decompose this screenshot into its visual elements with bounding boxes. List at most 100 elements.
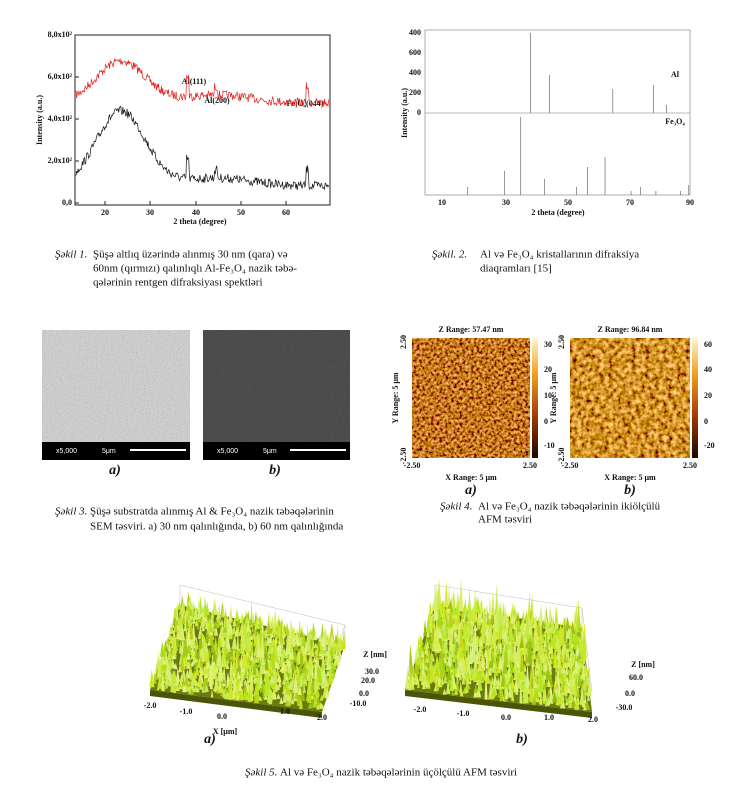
spike: [204, 685, 209, 692]
spike: [194, 642, 198, 650]
spike: [286, 634, 290, 643]
spike: [491, 682, 496, 692]
spike: [274, 648, 279, 662]
spike: [278, 677, 281, 688]
spike: [429, 631, 432, 644]
spike: [542, 683, 547, 691]
spike: [199, 653, 203, 668]
spike: [546, 687, 550, 699]
spike: [317, 666, 323, 683]
spike: [269, 671, 275, 678]
spike: [516, 660, 520, 667]
spike: [582, 677, 587, 690]
spike: [273, 608, 278, 632]
spike: [292, 672, 299, 693]
spike: [428, 651, 434, 660]
spike: [179, 621, 183, 637]
spike: [186, 651, 191, 660]
spike: [508, 653, 514, 673]
spike: [493, 678, 499, 685]
spike: [534, 682, 539, 698]
spike: [327, 657, 332, 665]
spike: [433, 661, 437, 671]
spike: [194, 656, 198, 670]
spike: [276, 693, 281, 699]
text: Al: [671, 70, 680, 79]
spike: [269, 674, 275, 684]
spike: [525, 663, 530, 688]
spike: [232, 670, 236, 677]
spike: [553, 638, 558, 668]
spike: [472, 633, 477, 663]
spike: [242, 654, 247, 667]
xrd-curve: [75, 105, 330, 191]
spike: [500, 624, 505, 635]
spike: [276, 623, 281, 637]
spike: [330, 632, 335, 645]
spike: [439, 678, 443, 687]
spike: [579, 632, 584, 651]
text: b): [624, 483, 636, 498]
text: Intensity (a.u.): [400, 88, 409, 138]
spike: [418, 634, 424, 645]
spike: [458, 645, 464, 659]
spike: [490, 616, 493, 650]
text: 8,0x10²: [48, 30, 73, 39]
spike: [559, 656, 562, 674]
spike: [183, 675, 189, 686]
spike: [426, 612, 431, 625]
spike: [220, 618, 224, 626]
spike: [240, 638, 246, 647]
text: Y Range: 5 μm: [391, 372, 400, 423]
spike: [498, 682, 501, 690]
spike: [319, 694, 324, 701]
spike: [157, 655, 162, 678]
text: -2.50: [404, 461, 421, 470]
text: a): [109, 463, 121, 478]
spike: [203, 672, 209, 679]
spike: [188, 612, 193, 627]
spike: [450, 660, 455, 670]
text: -1.0: [457, 709, 470, 718]
spike: [533, 681, 538, 689]
surface-side: [150, 690, 322, 718]
spike: [254, 636, 258, 656]
spike: [459, 631, 465, 648]
spike: [339, 632, 343, 651]
spike: [164, 645, 169, 652]
spike: [415, 667, 420, 675]
spike: [302, 687, 306, 693]
spike: [338, 646, 342, 659]
spike: [550, 647, 554, 659]
spike: [288, 620, 293, 645]
spike: [256, 616, 260, 625]
spike: [565, 698, 569, 706]
spike: [321, 633, 326, 647]
spike: [451, 688, 455, 696]
spike: [210, 641, 216, 653]
spike: [504, 642, 509, 666]
spike: [490, 606, 495, 625]
spike: [436, 626, 440, 633]
spike: [534, 673, 539, 683]
spike: [205, 622, 209, 630]
spike: [246, 656, 251, 663]
spike: [574, 696, 580, 710]
spike: [302, 631, 307, 644]
spike: [274, 678, 278, 692]
spike: [235, 686, 241, 699]
spike: [234, 629, 239, 636]
spike: [307, 650, 312, 656]
spike: [236, 670, 240, 679]
afm-image-a: [412, 338, 530, 458]
spike: [226, 626, 230, 633]
spike: [470, 621, 474, 635]
spike: [331, 668, 336, 674]
spike: [554, 620, 558, 630]
text: 30: [502, 198, 510, 207]
spike: [188, 666, 192, 679]
spike: [310, 648, 315, 657]
spike: [497, 636, 502, 644]
spike: [226, 644, 230, 655]
spike: [479, 639, 483, 647]
